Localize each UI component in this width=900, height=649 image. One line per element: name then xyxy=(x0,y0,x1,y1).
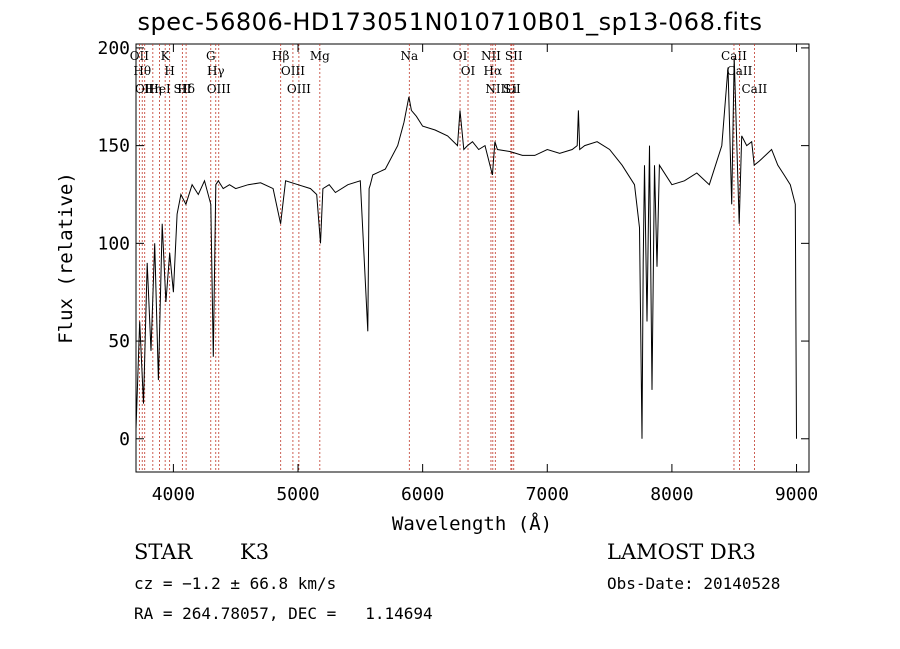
spectral-line-label: SII xyxy=(505,49,523,63)
spectral-line-label: CaII xyxy=(727,64,753,78)
chart-title: spec-56806-HD173051N010710B01_sp13-068.f… xyxy=(137,8,763,36)
spectral-line-label: OI xyxy=(461,64,476,78)
y-tick-label: 150 xyxy=(97,136,130,157)
spectral-line-label: Na xyxy=(400,49,418,63)
spectral-line-label: Hα xyxy=(484,64,503,78)
x-tick-label: 7000 xyxy=(526,484,569,505)
ra-dec: RA = 264.78057, DEC = 1.14694 xyxy=(134,604,433,623)
spectral-line-label: OIII xyxy=(287,82,311,96)
spectral-line-label: Hδ xyxy=(177,82,195,96)
spectral-line-label: K xyxy=(161,49,171,63)
spectral-line-label: OIII xyxy=(281,64,305,78)
spectral-line-label: SII xyxy=(503,82,521,96)
obs-date: Obs-Date: 20140528 xyxy=(607,574,781,593)
spectral-line-label: OIII xyxy=(207,82,231,96)
survey-name: LAMOST DR3 xyxy=(607,540,756,564)
spectral-line-label: NII xyxy=(481,49,501,63)
x-tick-label: 8000 xyxy=(650,484,693,505)
spectral-line-label: H xyxy=(164,64,174,78)
y-tick-label: 100 xyxy=(97,233,130,254)
object-subclass: K3 xyxy=(240,540,270,564)
spectral-line-label: OI xyxy=(453,49,468,63)
spectral-line-label: Hθ xyxy=(133,64,151,78)
y-tick-label: 200 xyxy=(97,38,130,59)
spectral-line-label: NII xyxy=(485,82,505,96)
spectral-line-label: CaII xyxy=(741,82,767,96)
spectrum-line xyxy=(135,57,797,439)
spectral-line-label: Li xyxy=(505,82,517,96)
spectral-line-label: Mg xyxy=(310,49,330,63)
x-tick-label: 4000 xyxy=(152,484,195,505)
spectral-line-label: OII xyxy=(130,49,150,63)
spectral-line-label: Hβ xyxy=(272,49,289,63)
plot-frame xyxy=(135,43,810,473)
x-tick-label: 9000 xyxy=(775,484,818,505)
spectral-line-label: SII xyxy=(174,82,192,96)
spectral-line-label: OII xyxy=(135,82,155,96)
spectral-line-label: Hη xyxy=(144,82,162,96)
object-class: STAR xyxy=(134,540,193,564)
spectral-line-label: G xyxy=(206,49,216,63)
spectral-line-label: HeI xyxy=(148,82,171,96)
x-axis-label: Wavelength (Å) xyxy=(392,512,552,535)
x-tick-label: 5000 xyxy=(276,484,319,505)
y-tick-label: 50 xyxy=(108,331,130,352)
spectral-line-label: CaII xyxy=(721,49,747,63)
x-tick-label: 6000 xyxy=(401,484,444,505)
y-tick-label: 0 xyxy=(119,429,130,450)
spectral-line-label: Hγ xyxy=(207,64,225,78)
y-axis-label: Flux (relative) xyxy=(55,172,77,344)
redshift-cz: cz = −1.2 ± 66.8 km/s xyxy=(134,574,337,593)
